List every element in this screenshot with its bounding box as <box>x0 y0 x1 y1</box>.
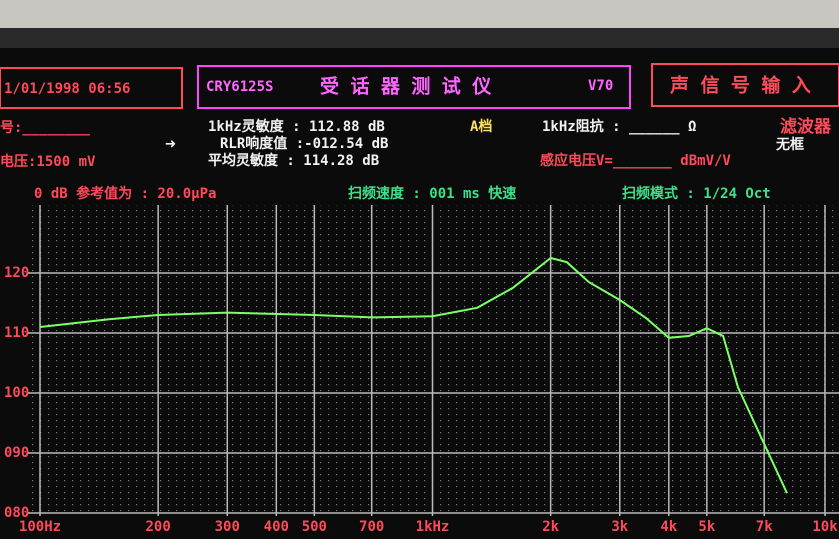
y-tick-label: 100 <box>4 385 29 401</box>
impedance: 1kHz阻抗 : ______ Ω <box>542 118 696 135</box>
x-tick-label: 300 <box>215 519 240 535</box>
datetime: 1/01/1998 06:56 <box>4 81 130 97</box>
x-tick-label: 7k <box>756 519 773 535</box>
plot-area <box>28 205 839 516</box>
x-tick-label: 3k <box>611 519 628 535</box>
x-tick-label: 100Hz <box>19 519 61 535</box>
voltage: 电压:1500 mV <box>0 153 96 170</box>
x-tick-label: 2k <box>542 519 559 535</box>
curve <box>39 256 788 494</box>
y-tick-label: 090 <box>4 445 29 461</box>
input: 声 信 号 输 入 <box>669 74 811 97</box>
x-tick-label: 500 <box>302 519 327 535</box>
model: CRY6125S <box>206 79 273 95</box>
x-tick-label: 10k <box>812 519 838 535</box>
arrow: ➜ <box>165 134 176 155</box>
date-box <box>0 67 183 109</box>
title-box <box>197 65 631 109</box>
number-label: 号:________ <box>0 120 90 136</box>
bezel <box>0 28 839 48</box>
sens-1k: 1kHz灵敏度 : 112.88 dB <box>208 118 385 135</box>
x-tick-label: 400 <box>264 519 289 535</box>
reference: 0 dB 参考值为 : 20.0μPa <box>34 185 216 202</box>
device: 受 话 器 测 试 仪 <box>320 75 492 98</box>
range: A档 <box>470 118 492 135</box>
filter: 滤波器 <box>780 116 832 137</box>
version: V70 <box>588 78 613 94</box>
x-tick-label: 5k <box>698 519 715 535</box>
x-tick-label: 700 <box>359 519 384 535</box>
no-frame: 无框 <box>775 136 804 153</box>
input-box <box>651 63 839 107</box>
y-tick-label: 080 <box>4 505 29 521</box>
x-tick-label: 1kHz <box>416 519 450 535</box>
sweep-mode: 扫频模式 : 1/24 Oct <box>622 185 771 202</box>
induced: 感应电压V=_______ dBmV/V <box>540 152 731 169</box>
avg-sens: 平均灵敏度 : 114.28 dB <box>208 152 379 169</box>
x-tick-label: 200 <box>146 519 171 535</box>
x-tick-label: 4k <box>660 519 677 535</box>
y-tick-label: 110 <box>4 325 29 341</box>
rlr: RLR响度值 :-012.54 dB <box>220 135 388 152</box>
y-tick-label: 120 <box>4 265 29 281</box>
sweep-speed: 扫频速度 : 001 ms 快速 <box>348 185 516 202</box>
